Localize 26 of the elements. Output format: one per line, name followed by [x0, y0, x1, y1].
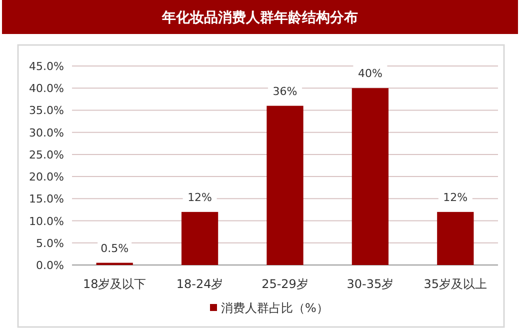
- bar: [181, 212, 218, 265]
- x-tick-label: 25-29岁: [262, 277, 308, 291]
- y-tick-label: 0.0%: [36, 259, 64, 272]
- data-label: 40%: [358, 67, 382, 80]
- data-label: 0.5%: [100, 242, 129, 255]
- x-tick-label: 18-24岁: [176, 277, 224, 291]
- bar: [266, 106, 304, 265]
- y-tick-label: 40.0%: [29, 82, 64, 96]
- data-label: 36%: [272, 84, 298, 98]
- y-tick-label: 10.0%: [29, 214, 64, 228]
- chart-title: 年化妆品消费人群年龄结构分布: [161, 10, 358, 26]
- bar: [437, 212, 474, 265]
- y-tick-label: 45.0%: [29, 60, 64, 73]
- data-label: 12%: [188, 190, 212, 204]
- x-tick-label: 35岁及以上: [424, 277, 488, 291]
- y-tick-label: 15.0%: [29, 192, 64, 206]
- y-tick-label: 25.0%: [29, 148, 64, 162]
- data-label: 12%: [443, 190, 468, 204]
- y-tick-label: 5.0%: [36, 236, 64, 250]
- y-tick-label: 35.0%: [29, 104, 64, 118]
- y-tick-label: 30.0%: [29, 126, 64, 140]
- bar: [352, 88, 389, 265]
- x-tick-label: 30-35岁: [346, 277, 394, 291]
- legend-label: 消费人群占比（%）: [221, 301, 328, 315]
- x-tick-label: 18岁及以下: [82, 277, 146, 291]
- y-tick-label: 20.0%: [29, 170, 64, 184]
